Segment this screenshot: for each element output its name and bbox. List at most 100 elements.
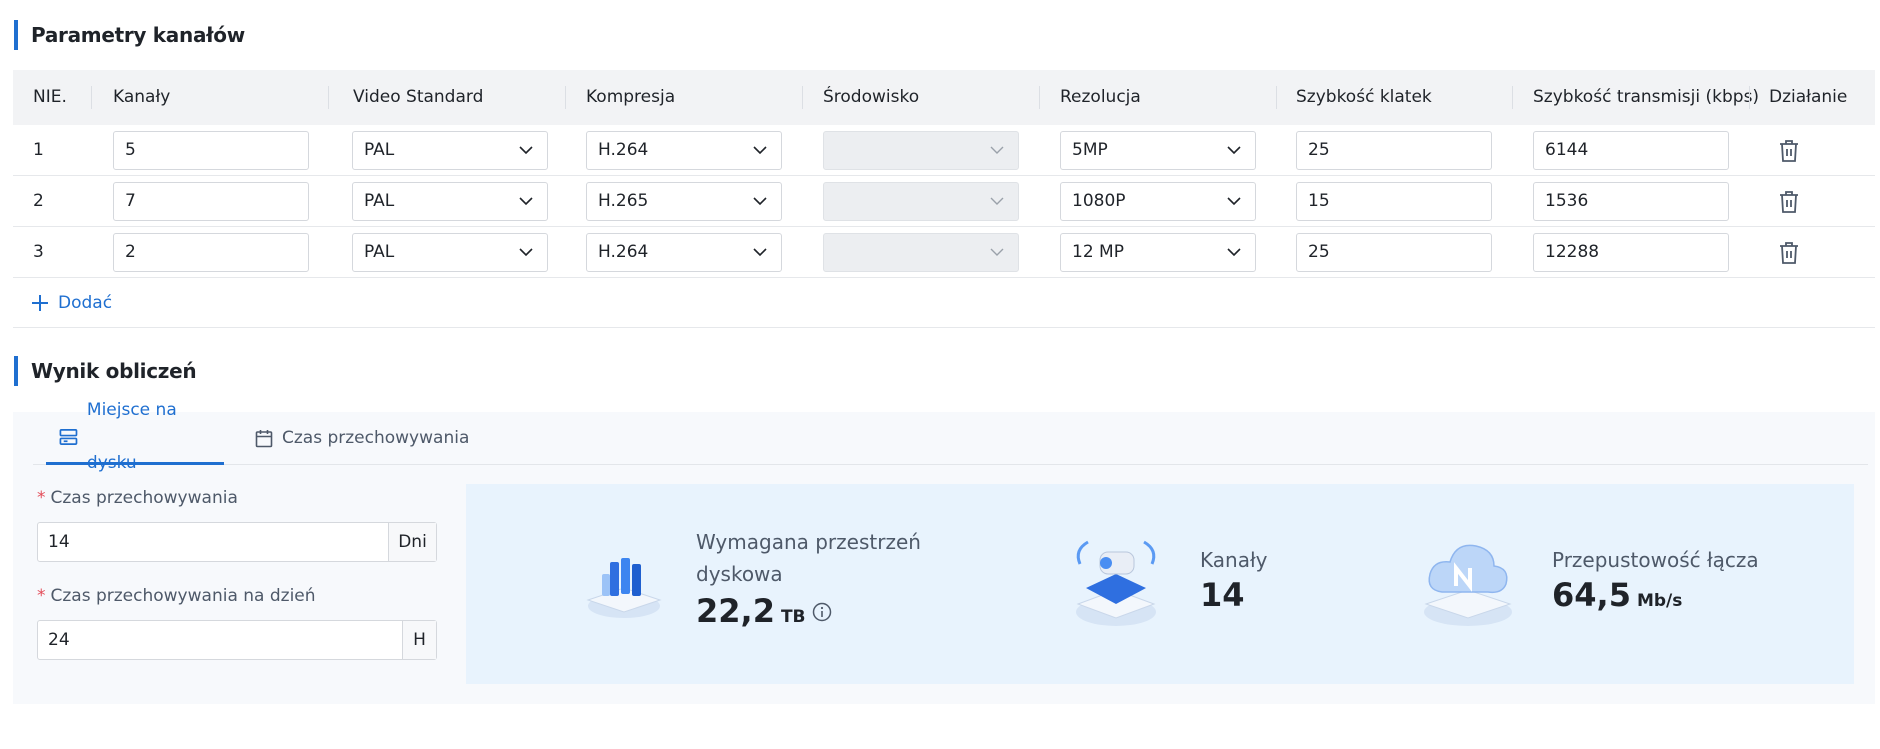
section-title-results: Wynik obliczeń [14, 356, 197, 386]
results-panel: Miejsce na dysku Czas przechowywania * Cz… [13, 400, 1875, 704]
header-bitrate: Szybkość transmisji (kbps) [1533, 87, 1760, 107]
frame-rate-input[interactable]: 25 [1296, 233, 1492, 272]
bandwidth-label: Przepustowość łącza [1552, 548, 1759, 572]
tab-disk-space[interactable]: Miejsce na dysku [46, 400, 224, 473]
daily-hours-unit: H [402, 621, 436, 659]
video-standard-select[interactable]: PAL [352, 131, 548, 170]
select-value: PAL [364, 140, 395, 160]
storage-illustration-icon [586, 558, 662, 618]
retention-field[interactable]: 14 Dni [37, 522, 437, 562]
tab-retention-time[interactable]: Czas przechowywania [255, 412, 469, 465]
frame-rate-input[interactable]: 15 [1296, 182, 1492, 221]
bandwidth-stat: Przepustowość łącza 64,5 Mb/s [1552, 544, 1759, 614]
channels-input[interactable]: 2 [113, 233, 309, 272]
compression-select[interactable]: H.264 [586, 233, 782, 272]
chevron-down-icon [519, 146, 533, 155]
retention-value: 14 [48, 532, 70, 552]
header-channels: Kanały [113, 87, 171, 107]
channel-params-table: NIE. Kanały Video Standard Kompresja Śro… [13, 70, 1875, 328]
environment-select [823, 233, 1019, 272]
video-standard-select[interactable]: PAL [352, 182, 548, 221]
header-frame-rate: Szybkość klatek [1296, 87, 1432, 107]
results-tabs: Miejsce na dysku Czas przechowywania [33, 400, 1868, 473]
result-summary: Wymagana przestrzeń dyskowa 22,2 TB Kana… [466, 484, 1854, 684]
bandwidth-unit: Mb/s [1636, 591, 1683, 611]
storage-unit: TB [780, 607, 806, 627]
chevron-down-icon [1227, 197, 1241, 206]
disk-icon [59, 429, 78, 445]
compression-select[interactable]: H.265 [586, 182, 782, 221]
header-compression: Kompresja [586, 87, 676, 107]
select-value: 5MP [1072, 140, 1108, 160]
chevron-down-icon [753, 197, 767, 206]
chevron-down-icon [990, 146, 1004, 154]
add-row: Dodać [13, 278, 1875, 328]
select-value: 1080P [1072, 191, 1126, 211]
header-divider [1512, 86, 1513, 109]
daily-hours-label: * Czas przechowywania na dzień [37, 586, 316, 606]
storage-value-row: 22,2 TB [696, 592, 921, 630]
compression-select[interactable]: H.264 [586, 131, 782, 170]
resolution-select[interactable]: 5MP [1060, 131, 1256, 170]
header-resolution: Rezolucja [1060, 87, 1141, 107]
header-divider [91, 86, 92, 109]
trash-icon[interactable] [1778, 139, 1800, 163]
tab-label: Miejsce na dysku [86, 400, 177, 473]
header-divider [802, 86, 803, 109]
tab-label: Czas przechowywania [282, 428, 470, 448]
channels-label: Kanały [1200, 548, 1268, 572]
video-standard-select[interactable]: PAL [352, 233, 548, 272]
trash-icon[interactable] [1778, 190, 1800, 214]
select-value: PAL [364, 242, 395, 262]
row-number: 1 [33, 140, 44, 160]
chevron-down-icon [1227, 146, 1241, 155]
row-number: 2 [33, 191, 44, 211]
cloud-network-illustration-icon [1424, 544, 1512, 626]
retention-unit: Dni [388, 523, 436, 561]
chevron-down-icon [519, 248, 533, 257]
add-channel-button[interactable]: Dodać [30, 278, 112, 328]
resolution-select[interactable]: 12 MP [1060, 233, 1256, 272]
chevron-down-icon [753, 146, 767, 155]
header-divider [1039, 86, 1040, 109]
header-video-standard: Video Standard [353, 87, 484, 107]
bitrate-input[interactable]: 6144 [1533, 131, 1729, 170]
retention-label: * Czas przechowywania [37, 488, 238, 508]
trash-icon[interactable] [1778, 241, 1800, 265]
select-value: H.264 [598, 242, 649, 262]
chevron-down-icon [753, 248, 767, 257]
bandwidth-value-row: 64,5 Mb/s [1552, 576, 1759, 614]
daily-hours-field[interactable]: 24 H [37, 620, 437, 660]
info-icon[interactable] [812, 602, 832, 622]
select-value: H.264 [598, 140, 649, 160]
daily-hours-value: 24 [48, 630, 70, 650]
storage-label: dyskowa [696, 562, 783, 586]
frame-rate-input[interactable]: 25 [1296, 131, 1492, 170]
row-number: 3 [33, 242, 44, 262]
add-label: Dodać [58, 293, 113, 313]
header-divider [328, 86, 329, 109]
section-title-channel-params: Parametry kanałów [14, 20, 245, 50]
environment-select [823, 182, 1019, 221]
channels-input[interactable]: 7 [113, 182, 309, 221]
camera-illustration-icon [1076, 540, 1156, 626]
chevron-down-icon [990, 248, 1004, 256]
bitrate-input[interactable]: 1536 [1533, 182, 1729, 221]
chevron-down-icon [990, 197, 1004, 205]
header-no: NIE. [33, 87, 67, 107]
header-divider [1276, 86, 1277, 109]
chevron-down-icon [519, 197, 533, 206]
bitrate-input[interactable]: 12288 [1533, 233, 1729, 272]
header-divider [565, 86, 566, 109]
environment-select [823, 131, 1019, 170]
channels-input[interactable]: 5 [113, 131, 309, 170]
storage-stat: Wymagana przestrzeń dyskowa 22,2 TB [696, 526, 921, 630]
table-row: 2 7 PAL H.265 1080P 15 1536 [13, 176, 1875, 227]
storage-value: 22,2 [696, 592, 775, 630]
plus-icon [32, 295, 48, 311]
select-value: PAL [364, 191, 395, 211]
table-header: NIE. Kanały Video Standard Kompresja Śro… [13, 70, 1875, 125]
table-row: 1 5 PAL H.264 5MP 25 6144 [13, 125, 1875, 176]
resolution-select[interactable]: 1080P [1060, 182, 1256, 221]
calendar-icon [255, 430, 273, 448]
